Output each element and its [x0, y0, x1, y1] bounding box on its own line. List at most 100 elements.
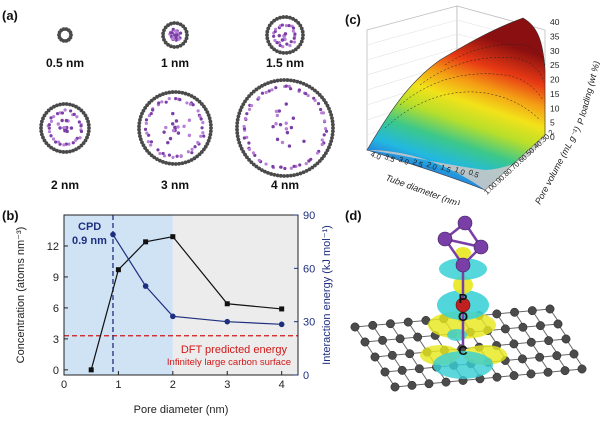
carbon-atom [553, 319, 563, 329]
x-tick-label-3d: 1.5 [439, 162, 452, 174]
panel-b: (b) 0 1 2 3 4 0 3 6 9 12 0 30 60 90 Pore diameter (nm)… [0, 205, 345, 422]
carbon-atom [387, 350, 397, 360]
tube-label-1nm: 1 nm [160, 56, 189, 70]
z-tick-label: 0 [550, 132, 555, 142]
phosphorus-atom [437, 231, 453, 247]
tube-label-4nm: 4 nm [270, 178, 299, 192]
z-tick-label: 10 [550, 103, 560, 113]
carbon-atom [414, 364, 424, 374]
data-point-energy [278, 321, 285, 328]
x-tick-label-3d: 2.0 [425, 160, 438, 172]
contour-line [399, 73, 544, 106]
tube-label-0-5nm: 0.5 nm [45, 56, 84, 70]
nanotube-3 [39, 102, 91, 154]
carbon-atom [380, 367, 390, 377]
carbon-atom [544, 336, 554, 346]
surface-annotation: Infinitely large carbon surface [167, 357, 291, 368]
carbon-atom [350, 322, 360, 332]
panel-c-letter: (c) [345, 12, 361, 27]
x-tick-label: 2 [170, 379, 176, 391]
phosphorus-atom [457, 215, 473, 231]
y2-tick-label: 30 [303, 317, 315, 329]
carbon-atom [368, 320, 378, 330]
carbon-atom [413, 332, 423, 342]
carbon-atom [510, 307, 519, 317]
x-tick-label-3d: 3.0 [397, 155, 410, 167]
z-tick-label: 35 [550, 31, 560, 41]
carbon-atom [397, 365, 407, 375]
loading-surface [366, 17, 546, 191]
z-tick-label: 30 [550, 46, 560, 56]
x-axis-label: Pore diameter (nm) [134, 404, 229, 416]
data-point-concentration [224, 301, 230, 307]
data-point-energy [110, 231, 116, 238]
contour-line [419, 57, 545, 86]
tube-label-2nm: 2 nm [50, 178, 79, 192]
carbon-atom [360, 337, 370, 347]
z-tick-label: 5 [550, 118, 555, 128]
contour-line [384, 91, 541, 129]
oxygen-atom [455, 297, 471, 313]
carbon-atom [535, 352, 545, 362]
tube-label-1-5nm: 1.5 nm [265, 56, 304, 70]
carbon-atom [518, 354, 527, 364]
y-tick-label: 9 [53, 272, 59, 284]
panel-b-letter: (b) [2, 208, 19, 223]
z-tick-label: 40 [550, 17, 560, 27]
carbon-atom [527, 306, 537, 316]
nanotube-4 [137, 90, 213, 166]
panel-c: (c) 0 5 10 15 20 25 30 35 40 4.0 3.5 3.0 2.5 2.0 1.5 1.… [345, 0, 600, 205]
data-point-concentration [143, 239, 149, 245]
x-tick-label-3d: 0.5 [467, 168, 480, 180]
carbon-atom [403, 317, 413, 327]
carbon-atom [405, 349, 415, 359]
data-point-concentration [170, 234, 176, 240]
z-tick-label: 20 [550, 75, 560, 85]
y2-tick-label: 60 [303, 263, 315, 275]
carbon-atom [509, 339, 519, 349]
carbon-atom [545, 304, 555, 314]
carbon-atom [509, 371, 519, 380]
x-tick-label: 0 [61, 379, 67, 391]
z-tick-label: 15 [550, 89, 560, 99]
carbon-atom [561, 334, 571, 344]
charge-density-lobe [433, 351, 493, 379]
carbon-atom [518, 322, 528, 332]
nanotube-cross-sections [39, 15, 335, 178]
atom-label-c: C [458, 343, 468, 358]
z-tick-label: 25 [550, 60, 560, 70]
z-axis-label-3d: P loading (wt %) [575, 60, 600, 126]
atom-label-p: P [459, 291, 468, 306]
carbon-atom [407, 380, 417, 390]
carbon-atom [536, 321, 545, 331]
carbon-atom [526, 369, 536, 379]
carbon-atom [378, 335, 387, 345]
data-point-energy [142, 283, 149, 289]
x-tick-label: 3 [224, 379, 230, 391]
carbon-atom [577, 364, 587, 374]
data-point-energy [224, 318, 231, 325]
nanotube-5 [235, 78, 335, 178]
carbon-atom [424, 379, 434, 389]
tube-label-3nm: 3 nm [160, 178, 189, 192]
carbon-atom [370, 352, 380, 362]
charge-density-lobe [455, 247, 471, 259]
outer-region-shade [172, 215, 298, 375]
cpd-annotation: CPD [78, 221, 101, 233]
panel-d-letter: (d) [345, 208, 362, 223]
y2-tick-label: 90 [303, 210, 315, 222]
carbon-atom [386, 319, 395, 329]
atom-label-o: O [458, 309, 468, 324]
y-tick-label: 3 [53, 334, 59, 346]
carbon-atom [492, 309, 502, 319]
carbon-atom [492, 372, 502, 382]
data-point-concentration [88, 367, 94, 373]
carbon-atom [390, 382, 400, 392]
carbon-atom [552, 351, 562, 361]
data-point-energy [170, 313, 176, 320]
nanotube-1 [161, 21, 189, 49]
carbon-atom [500, 324, 510, 334]
y-tick-label: 12 [47, 241, 59, 253]
